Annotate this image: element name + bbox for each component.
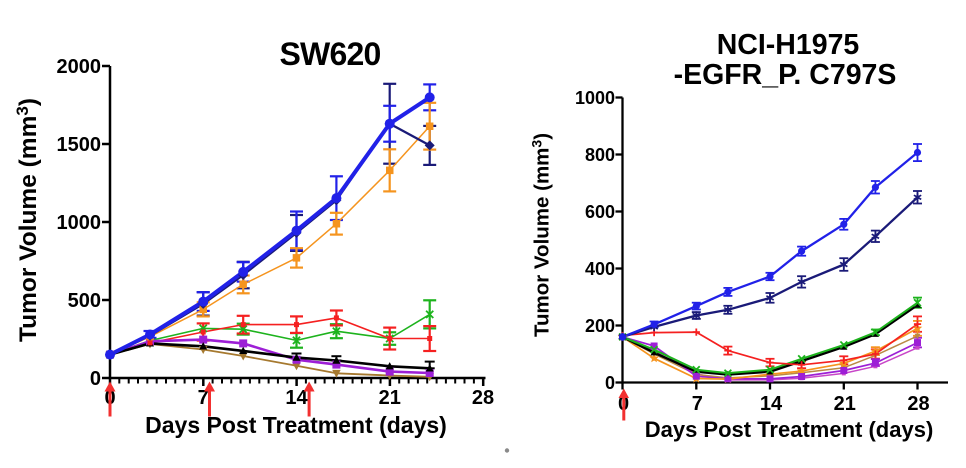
svg-text:500: 500 [68,290,101,312]
svg-text:Tumor Volume (mm3): Tumor Volume (mm3) [529,133,554,337]
svg-text:0: 0 [605,373,615,393]
svg-text:2000: 2000 [57,56,102,78]
svg-text:28: 28 [907,393,929,415]
svg-text:200: 200 [585,316,615,336]
svg-text:NCI-H1975: NCI-H1975 [717,29,860,61]
svg-text:14: 14 [285,387,308,409]
svg-text:1000: 1000 [575,88,615,108]
svg-text:28: 28 [472,387,494,409]
svg-text:Days Post Treatment (days): Days Post Treatment (days) [145,412,447,438]
svg-text:600: 600 [585,202,615,222]
svg-text:1000: 1000 [57,212,102,234]
svg-text:-EGFR_P. C797S: -EGFR_P. C797S [674,59,897,91]
svg-text:7: 7 [692,393,703,415]
svg-text:Days Post Treatment (days): Days Post Treatment (days) [645,417,934,442]
svg-text:SW620: SW620 [280,36,381,72]
svg-text:21: 21 [379,387,401,409]
svg-text:400: 400 [585,259,615,279]
svg-text:0: 0 [90,368,101,390]
svg-text:21: 21 [834,393,856,415]
svg-text:14: 14 [760,393,783,415]
svg-text:800: 800 [585,145,615,165]
svg-text:7: 7 [198,387,209,409]
svg-text:Tumor Volume (mm3): Tumor Volume (mm3) [13,98,42,342]
svg-text:1500: 1500 [57,134,102,156]
